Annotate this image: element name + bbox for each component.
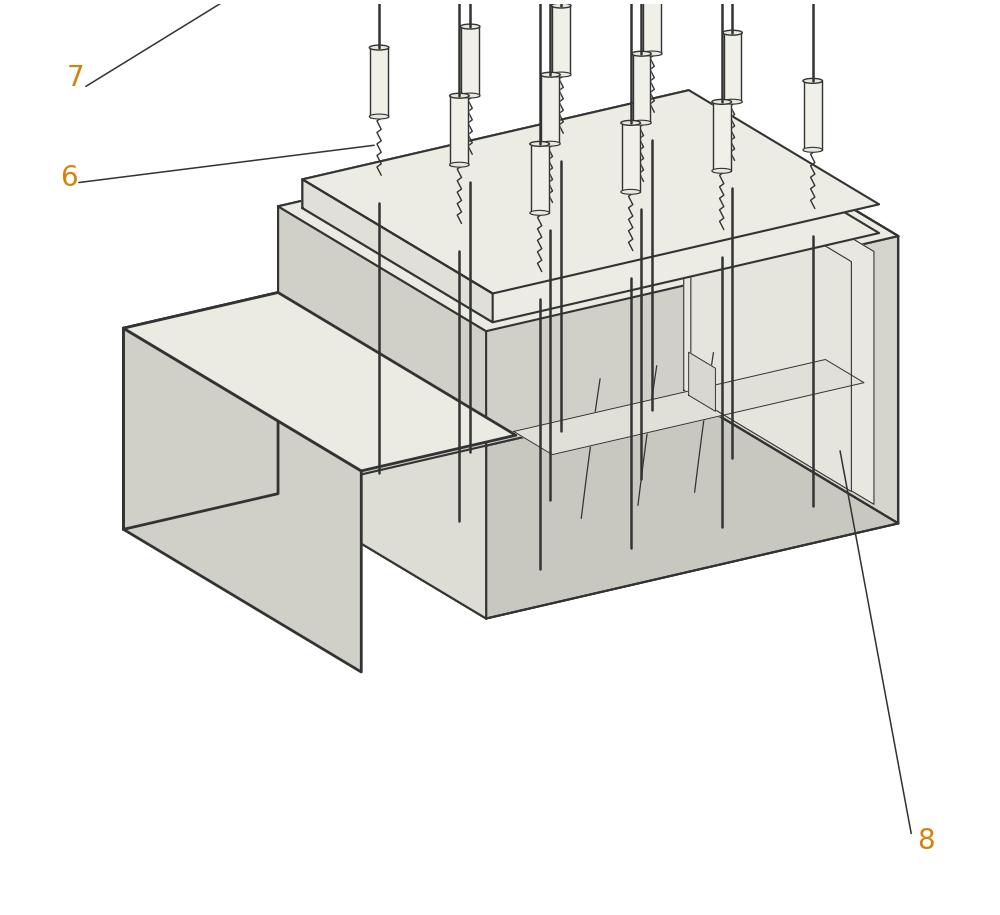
Circle shape xyxy=(704,197,714,206)
Polygon shape xyxy=(713,102,731,171)
Ellipse shape xyxy=(460,24,480,29)
Polygon shape xyxy=(691,166,851,491)
Polygon shape xyxy=(531,144,549,213)
Ellipse shape xyxy=(541,141,560,146)
Text: 6: 6 xyxy=(60,164,78,191)
Ellipse shape xyxy=(803,79,823,83)
Polygon shape xyxy=(541,75,559,144)
Polygon shape xyxy=(302,119,879,322)
Ellipse shape xyxy=(621,121,640,125)
Polygon shape xyxy=(302,179,493,322)
Polygon shape xyxy=(450,96,468,165)
Polygon shape xyxy=(552,5,570,74)
Polygon shape xyxy=(278,112,690,494)
Ellipse shape xyxy=(803,147,823,152)
Ellipse shape xyxy=(530,210,549,215)
Ellipse shape xyxy=(621,189,640,194)
Polygon shape xyxy=(633,54,650,123)
Ellipse shape xyxy=(450,93,469,98)
Polygon shape xyxy=(370,48,388,116)
Ellipse shape xyxy=(712,168,732,173)
Ellipse shape xyxy=(723,30,742,35)
Ellipse shape xyxy=(541,72,560,77)
Polygon shape xyxy=(724,33,741,102)
Ellipse shape xyxy=(530,142,549,146)
Text: 8: 8 xyxy=(917,827,935,856)
Polygon shape xyxy=(622,123,640,192)
Ellipse shape xyxy=(712,100,732,104)
Polygon shape xyxy=(278,206,486,619)
Polygon shape xyxy=(123,293,516,471)
Ellipse shape xyxy=(632,120,651,125)
Ellipse shape xyxy=(551,3,571,8)
Ellipse shape xyxy=(369,114,389,119)
Ellipse shape xyxy=(450,162,469,167)
Ellipse shape xyxy=(551,72,571,77)
Text: 7: 7 xyxy=(67,64,85,92)
Polygon shape xyxy=(689,352,715,412)
Ellipse shape xyxy=(369,45,389,50)
Polygon shape xyxy=(514,360,864,455)
Polygon shape xyxy=(278,399,898,619)
Polygon shape xyxy=(123,293,278,530)
Ellipse shape xyxy=(460,93,480,98)
Polygon shape xyxy=(684,137,874,504)
Circle shape xyxy=(704,381,714,390)
Polygon shape xyxy=(302,91,689,208)
Polygon shape xyxy=(486,236,898,619)
Polygon shape xyxy=(278,112,898,331)
Polygon shape xyxy=(123,328,361,672)
Ellipse shape xyxy=(632,51,651,56)
Ellipse shape xyxy=(642,51,662,56)
Polygon shape xyxy=(804,81,822,150)
Polygon shape xyxy=(302,91,879,294)
Ellipse shape xyxy=(723,99,742,104)
Polygon shape xyxy=(461,27,479,95)
Polygon shape xyxy=(643,0,661,53)
